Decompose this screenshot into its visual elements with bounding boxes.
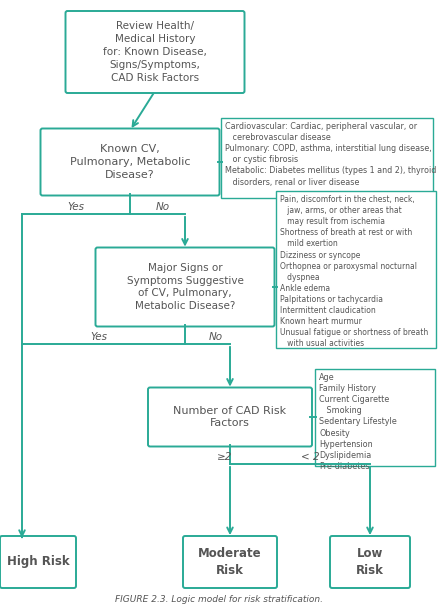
FancyBboxPatch shape bbox=[221, 118, 433, 198]
Text: Moderate
Risk: Moderate Risk bbox=[198, 547, 262, 577]
Text: Yes: Yes bbox=[90, 332, 107, 342]
Text: Major Signs or
Symptoms Suggestive
of CV, Pulmonary,
Metabolic Disease?: Major Signs or Symptoms Suggestive of CV… bbox=[127, 263, 244, 311]
Text: Review Health/
Medical History
for: Known Disease,
Signs/Symptoms,
CAD Risk Fact: Review Health/ Medical History for: Know… bbox=[103, 21, 207, 83]
Text: Pain, discomfort in the chest, neck,
   jaw, arms, or other areas that
   may re: Pain, discomfort in the chest, neck, jaw… bbox=[280, 195, 428, 348]
Text: Cardiovascular: Cardiac, peripheral vascular, or
   cerebrovascular disease
Pulm: Cardiovascular: Cardiac, peripheral vasc… bbox=[225, 122, 436, 187]
FancyBboxPatch shape bbox=[40, 129, 219, 195]
Text: No: No bbox=[155, 202, 170, 212]
FancyBboxPatch shape bbox=[315, 369, 435, 466]
Text: Yes: Yes bbox=[67, 202, 85, 212]
Text: FIGURE 2.3. Logic model for risk stratification.: FIGURE 2.3. Logic model for risk stratif… bbox=[115, 595, 323, 604]
Text: Age
Family History
Current Cigarette
   Smoking
Sedentary Lifestyle
Obesity
Hype: Age Family History Current Cigarette Smo… bbox=[319, 373, 397, 471]
FancyBboxPatch shape bbox=[276, 191, 436, 348]
Text: Number of CAD Risk
Factors: Number of CAD Risk Factors bbox=[173, 406, 286, 428]
Text: No: No bbox=[208, 332, 223, 342]
FancyBboxPatch shape bbox=[66, 11, 244, 93]
FancyBboxPatch shape bbox=[330, 536, 410, 588]
FancyBboxPatch shape bbox=[148, 387, 312, 447]
FancyBboxPatch shape bbox=[95, 247, 275, 326]
FancyBboxPatch shape bbox=[183, 536, 277, 588]
Text: Known CV,
Pulmonary, Metabolic
Disease?: Known CV, Pulmonary, Metabolic Disease? bbox=[70, 144, 190, 180]
Text: ≥2: ≥2 bbox=[217, 452, 233, 462]
Text: Low
Risk: Low Risk bbox=[356, 547, 384, 577]
Text: < 2: < 2 bbox=[301, 452, 319, 462]
Text: High Risk: High Risk bbox=[7, 556, 69, 569]
FancyBboxPatch shape bbox=[0, 536, 76, 588]
